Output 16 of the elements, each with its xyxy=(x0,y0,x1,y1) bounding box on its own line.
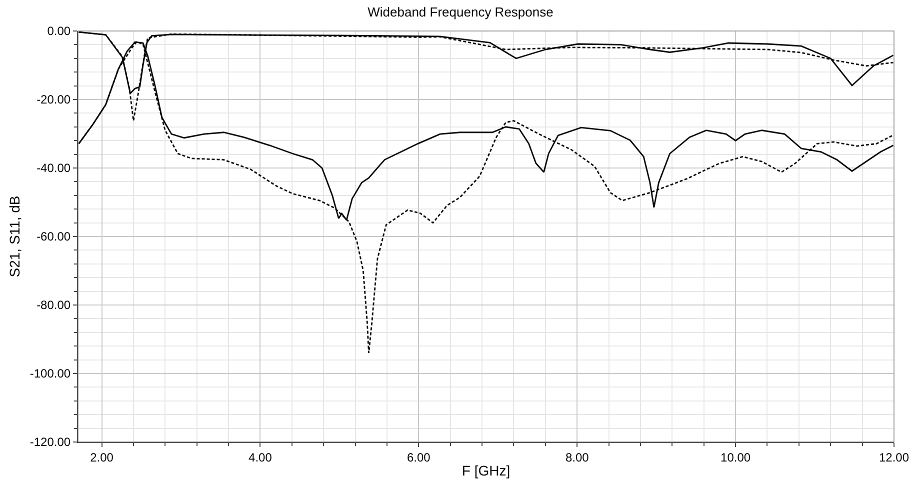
x-tick-label: 6.00 xyxy=(406,450,431,464)
x-tick-label: 8.00 xyxy=(565,450,590,464)
x-tick-label: 12.00 xyxy=(878,450,910,464)
x-tick-label: 4.00 xyxy=(248,450,272,464)
y-axis-title: S21, S11, dB xyxy=(6,196,22,278)
y-tick-label: -80.00 xyxy=(36,298,71,312)
y-tick-label: -60.00 xyxy=(36,230,71,244)
chart-title: Wideband Frequency Response xyxy=(368,4,554,20)
x-tick-label: 10.00 xyxy=(720,450,751,464)
y-tick-label: -20.00 xyxy=(36,92,71,107)
y-tick-label: -100.00 xyxy=(30,366,71,381)
x-tick-label: 2.00 xyxy=(90,450,114,464)
x-axis-title: F [GHz] xyxy=(462,462,510,479)
y-tick-label: -120.00 xyxy=(30,435,71,450)
y-tick-label: -40.00 xyxy=(36,161,71,176)
y-tick-label: 0.00 xyxy=(47,24,71,38)
